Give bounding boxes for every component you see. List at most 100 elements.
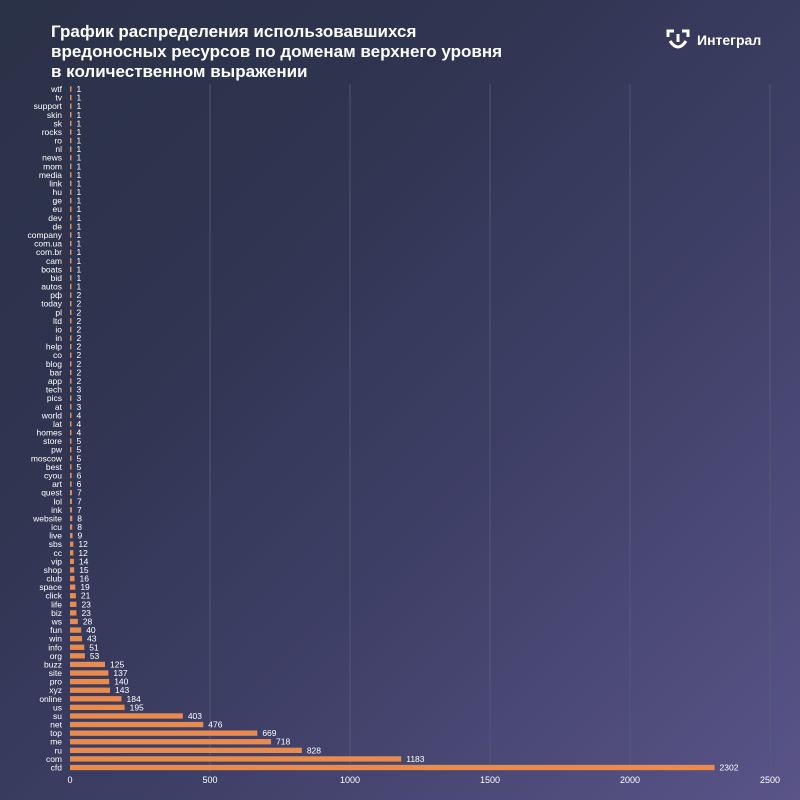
chart-title-line-2: вредоносных ресурсов по доменам верхнего… bbox=[51, 42, 503, 61]
bar bbox=[70, 447, 72, 453]
category-label: art bbox=[52, 479, 63, 489]
bar bbox=[70, 163, 72, 169]
bar bbox=[70, 258, 72, 264]
category-label: world bbox=[41, 410, 63, 420]
bar bbox=[70, 636, 83, 642]
category-label: in bbox=[55, 333, 62, 343]
category-label: pl bbox=[55, 307, 62, 317]
category-label: info bbox=[48, 642, 62, 652]
value-label: 1 bbox=[77, 110, 82, 120]
chart-title-line-1: График распределения использовавшихся bbox=[51, 22, 417, 41]
value-label: 3 bbox=[77, 402, 82, 412]
category-label: ltd bbox=[53, 316, 62, 326]
value-label: 1 bbox=[77, 204, 82, 214]
value-label: 1 bbox=[77, 196, 82, 206]
category-label: eu bbox=[53, 204, 63, 214]
value-label: 2302 bbox=[720, 763, 739, 773]
category-label: homes bbox=[36, 428, 62, 438]
category-label: bid bbox=[51, 273, 63, 283]
category-label: app bbox=[48, 376, 62, 386]
value-label: 718 bbox=[276, 737, 290, 747]
value-label: 12 bbox=[78, 539, 88, 549]
value-label: 140 bbox=[114, 677, 128, 687]
category-label: at bbox=[55, 402, 63, 412]
bar bbox=[70, 146, 72, 152]
integral-logo: Интеграл bbox=[666, 28, 761, 52]
bar bbox=[70, 644, 85, 650]
value-label: 2 bbox=[77, 342, 82, 352]
value-label: 8 bbox=[77, 513, 82, 523]
category-label: us bbox=[53, 702, 62, 712]
bar bbox=[70, 524, 73, 530]
category-label: media bbox=[39, 170, 62, 180]
bar bbox=[70, 172, 72, 178]
x-tick-label: 500 bbox=[202, 775, 217, 785]
category-label: su bbox=[53, 711, 62, 721]
value-label: 1 bbox=[77, 282, 82, 292]
category-label: ws bbox=[51, 616, 62, 626]
bar bbox=[70, 103, 72, 109]
bar bbox=[70, 240, 72, 247]
bar bbox=[70, 721, 204, 728]
category-label: sbs bbox=[49, 539, 62, 549]
value-label: 43 bbox=[87, 634, 97, 644]
value-label: 4 bbox=[77, 428, 82, 438]
category-label: me bbox=[50, 737, 62, 747]
bar bbox=[70, 515, 73, 522]
bar bbox=[70, 730, 258, 736]
value-label: 1 bbox=[77, 127, 82, 137]
bar bbox=[70, 575, 75, 582]
value-label: 125 bbox=[110, 659, 124, 669]
category-label: store bbox=[43, 436, 62, 446]
bar bbox=[70, 266, 72, 273]
value-label: 2 bbox=[77, 367, 82, 377]
bar bbox=[70, 438, 72, 444]
bar bbox=[70, 550, 74, 556]
category-label: shop bbox=[44, 565, 63, 575]
value-label: 19 bbox=[80, 582, 90, 592]
bar bbox=[70, 618, 78, 625]
category-label: cam bbox=[46, 256, 62, 266]
bar bbox=[70, 747, 302, 753]
category-label: buzz bbox=[44, 659, 62, 669]
bar bbox=[70, 386, 72, 393]
category-label: net bbox=[50, 720, 62, 730]
category-label: pw bbox=[51, 445, 63, 455]
bar bbox=[70, 249, 72, 255]
value-label: 12 bbox=[78, 548, 88, 558]
bar bbox=[70, 627, 82, 633]
category-label: today bbox=[41, 299, 63, 309]
value-label: 1 bbox=[77, 256, 82, 266]
bar bbox=[70, 326, 72, 333]
category-label: com bbox=[46, 754, 62, 764]
value-label: 7 bbox=[77, 505, 82, 515]
x-tick-label: 0 bbox=[67, 775, 72, 785]
category-label: ro bbox=[54, 136, 62, 146]
value-label: 16 bbox=[79, 574, 89, 584]
category-label: website bbox=[32, 513, 62, 523]
bar bbox=[70, 404, 72, 410]
value-label: 1 bbox=[77, 221, 82, 231]
value-label: 137 bbox=[113, 668, 127, 678]
bar bbox=[70, 343, 72, 350]
category-label: ru bbox=[54, 745, 62, 755]
bar bbox=[70, 309, 72, 315]
category-label: cc bbox=[54, 548, 63, 558]
category-label: click bbox=[45, 591, 62, 601]
category-label: bar bbox=[50, 367, 62, 377]
value-label: 1 bbox=[77, 161, 82, 171]
value-label: 1 bbox=[77, 213, 82, 223]
bar bbox=[70, 292, 72, 298]
value-label: 1 bbox=[77, 239, 82, 249]
value-label: 1 bbox=[77, 84, 82, 94]
value-label: 1 bbox=[77, 178, 82, 188]
integral-logo-icon bbox=[666, 29, 690, 49]
value-label: 1 bbox=[77, 153, 82, 163]
value-label: 2 bbox=[77, 324, 82, 334]
value-label: 1 bbox=[77, 273, 82, 283]
value-label: 51 bbox=[89, 642, 99, 652]
value-label: 2 bbox=[77, 359, 82, 369]
value-label: 4 bbox=[77, 410, 82, 420]
bar bbox=[70, 412, 72, 419]
category-label: club bbox=[46, 574, 62, 584]
